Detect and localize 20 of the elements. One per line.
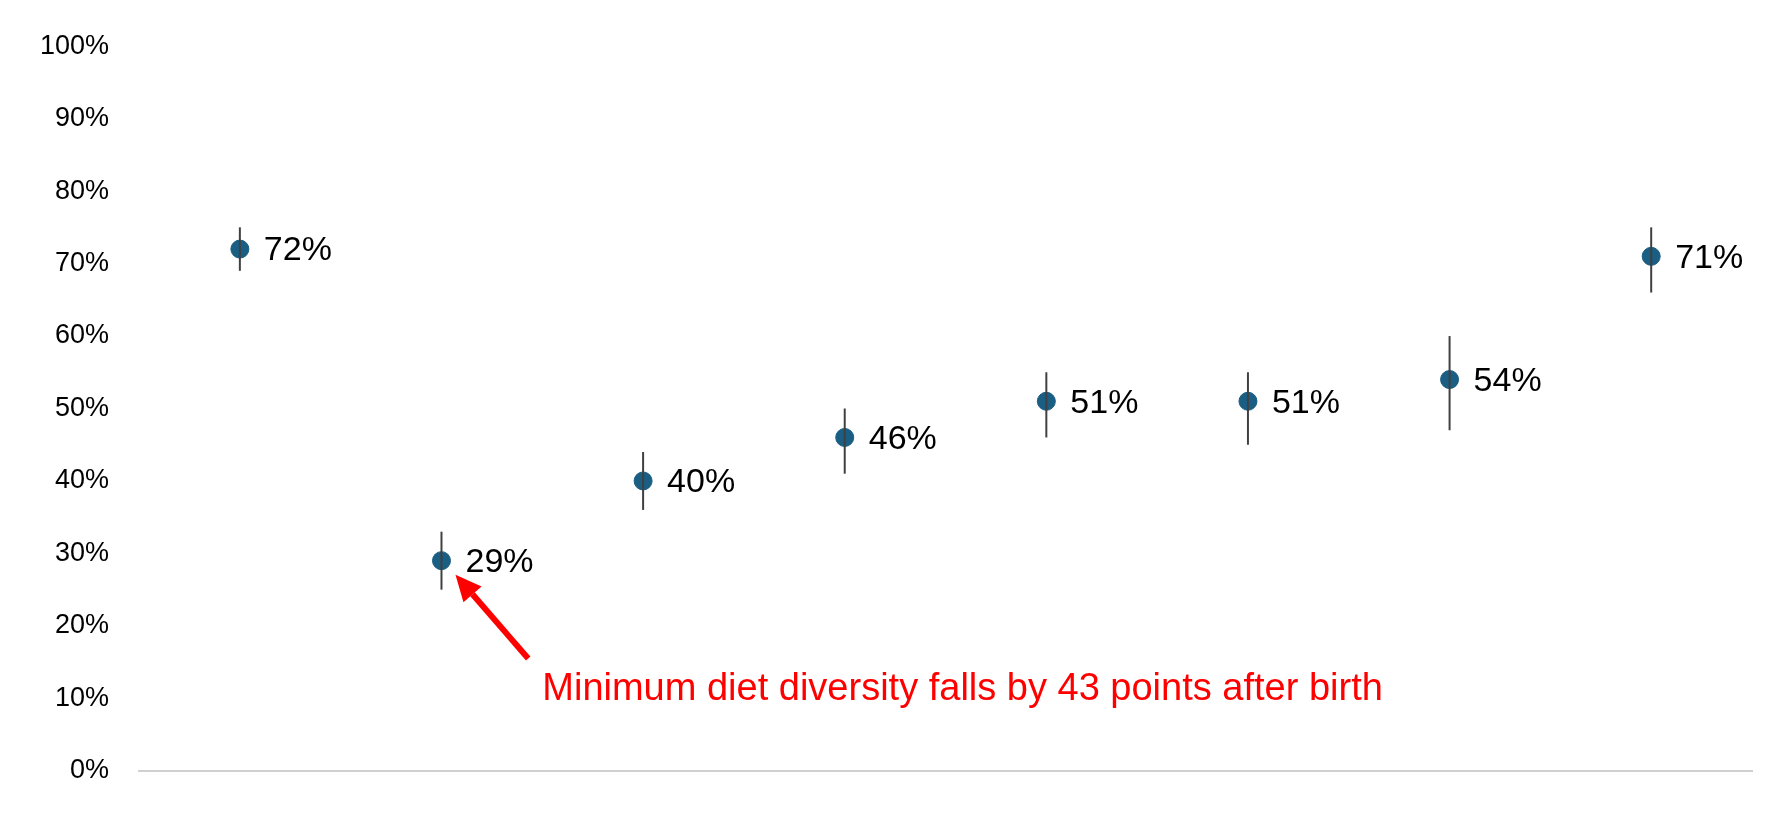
y-tick-label: 70% — [55, 247, 110, 278]
data-label: 46% — [868, 417, 937, 456]
y-tick-label: 40% — [55, 464, 110, 495]
y-tick-label: 60% — [55, 319, 110, 350]
y-tick-label: 20% — [55, 609, 110, 640]
data-label: 71% — [1675, 236, 1744, 275]
y-tick-label: 100% — [39, 29, 110, 60]
annotation: Minimum diet diversity falls by 43 points after birth — [542, 665, 1383, 709]
data-label: 29% — [465, 541, 534, 580]
y-tick-label: 10% — [55, 681, 110, 712]
data-label: 51% — [1271, 381, 1341, 420]
y-tick-label: 0% — [70, 754, 110, 785]
y-tick-label: 30% — [55, 536, 110, 567]
y-tick-label: 90% — [55, 102, 110, 133]
data-label: 72% — [263, 229, 332, 268]
data-label: 54% — [1473, 359, 1542, 398]
data-label: 51% — [1070, 381, 1139, 420]
y-tick-label: 80% — [55, 174, 110, 205]
y-tick-label: 50% — [55, 391, 110, 422]
data-label: 40% — [667, 461, 736, 500]
